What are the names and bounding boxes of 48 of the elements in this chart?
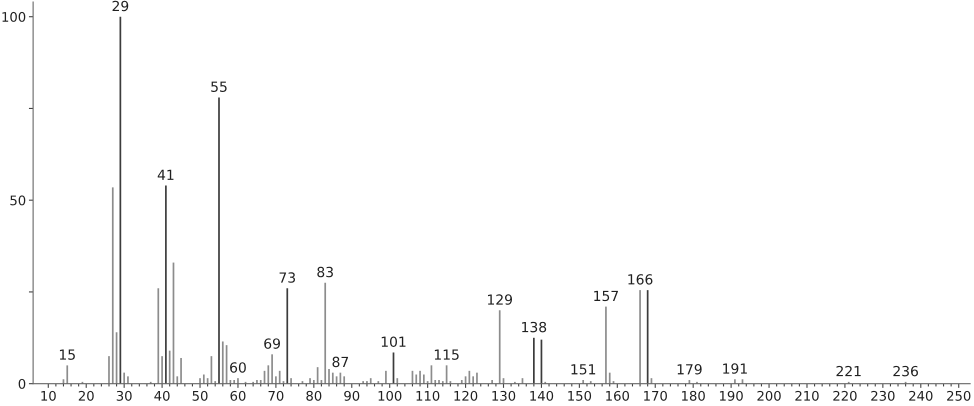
y-tick-label: 50 xyxy=(10,195,26,206)
annotation: 138 xyxy=(522,322,546,332)
x-tick-label: 170 xyxy=(644,390,667,401)
x-tick-label: 140 xyxy=(530,390,554,401)
annotation: 129 xyxy=(488,294,512,305)
annotation: 166 xyxy=(628,274,652,285)
y-tick-label: 0 xyxy=(18,378,26,389)
x-tick-label: 30 xyxy=(116,390,132,401)
x-tick-label: 130 xyxy=(492,390,516,401)
x-tick-label: 210 xyxy=(795,390,819,401)
x-tick-label: 250 xyxy=(947,390,970,401)
x-tick-label: 230 xyxy=(871,390,895,401)
annotation: 157 xyxy=(594,290,618,302)
annotation: 87 xyxy=(332,356,348,368)
x-tick-label: 180 xyxy=(682,390,705,401)
annotation: 191 xyxy=(723,363,747,374)
annotation: 236 xyxy=(893,366,918,376)
annotation: 29 xyxy=(112,0,128,12)
x-tick-label: 10 xyxy=(41,390,56,401)
annotation: 179 xyxy=(678,364,702,375)
x-tick-label: 220 xyxy=(833,390,857,401)
x-tick-label: 200 xyxy=(757,390,781,401)
x-tick-label: 20 xyxy=(78,390,94,401)
x-tick-label: 70 xyxy=(268,390,284,401)
x-tick-label: 100 xyxy=(378,390,402,401)
annotation: 151 xyxy=(571,364,596,375)
annotation: 101 xyxy=(382,336,406,348)
x-tick-label: 120 xyxy=(454,390,478,401)
x-tick-label: 240 xyxy=(909,390,933,401)
annotation: 41 xyxy=(158,170,174,180)
annotation: 69 xyxy=(264,338,280,349)
x-tick-label: 80 xyxy=(306,390,322,401)
annotation: 60 xyxy=(230,362,246,373)
x-tick-label: 160 xyxy=(606,390,630,401)
x-tick-label: 190 xyxy=(720,390,743,401)
x-tick-label: 60 xyxy=(230,390,246,401)
x-tick-label: 50 xyxy=(192,390,208,401)
annotation: 115 xyxy=(434,350,459,360)
annotation: 15 xyxy=(60,350,75,360)
annotation: 55 xyxy=(211,82,227,92)
y-tick-label: 100 xyxy=(2,12,26,22)
annotation: 221 xyxy=(836,366,861,376)
x-tick-label: 40 xyxy=(154,390,170,401)
annotation: 83 xyxy=(317,266,333,278)
annotation: 73 xyxy=(280,272,295,283)
x-tick-label: 90 xyxy=(344,390,360,401)
x-tick-label: 150 xyxy=(568,390,592,401)
x-tick-label: 110 xyxy=(416,390,440,401)
